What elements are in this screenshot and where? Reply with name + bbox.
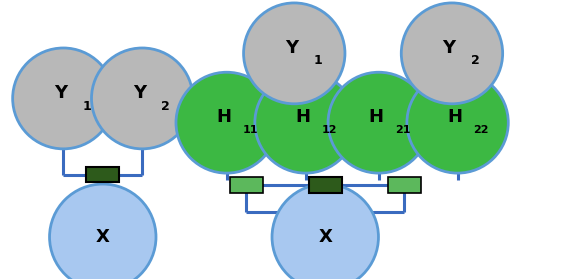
- Text: H: H: [447, 108, 462, 127]
- Text: Y: Y: [443, 39, 456, 57]
- Text: Y: Y: [285, 39, 298, 57]
- FancyBboxPatch shape: [388, 177, 421, 193]
- Ellipse shape: [176, 72, 277, 173]
- Ellipse shape: [401, 3, 503, 104]
- FancyBboxPatch shape: [86, 167, 119, 183]
- Ellipse shape: [272, 184, 379, 280]
- Ellipse shape: [12, 48, 114, 149]
- Ellipse shape: [255, 72, 356, 173]
- Text: 11: 11: [243, 125, 258, 135]
- FancyBboxPatch shape: [230, 177, 263, 193]
- Text: Y: Y: [133, 84, 146, 102]
- Text: X: X: [318, 228, 332, 246]
- Text: 22: 22: [474, 125, 489, 135]
- Ellipse shape: [50, 184, 156, 280]
- Text: 1: 1: [83, 100, 91, 113]
- Text: X: X: [96, 228, 110, 246]
- Text: 1: 1: [314, 55, 322, 67]
- Ellipse shape: [328, 72, 430, 173]
- Text: H: H: [368, 108, 383, 127]
- FancyBboxPatch shape: [309, 177, 342, 193]
- Text: H: H: [216, 108, 231, 127]
- Text: H: H: [295, 108, 310, 127]
- Text: 2: 2: [471, 55, 480, 67]
- Text: 2: 2: [161, 100, 170, 113]
- Ellipse shape: [243, 3, 345, 104]
- Ellipse shape: [92, 48, 193, 149]
- Text: 21: 21: [395, 125, 410, 135]
- Ellipse shape: [407, 72, 508, 173]
- Text: Y: Y: [54, 84, 67, 102]
- Text: 12: 12: [321, 125, 337, 135]
